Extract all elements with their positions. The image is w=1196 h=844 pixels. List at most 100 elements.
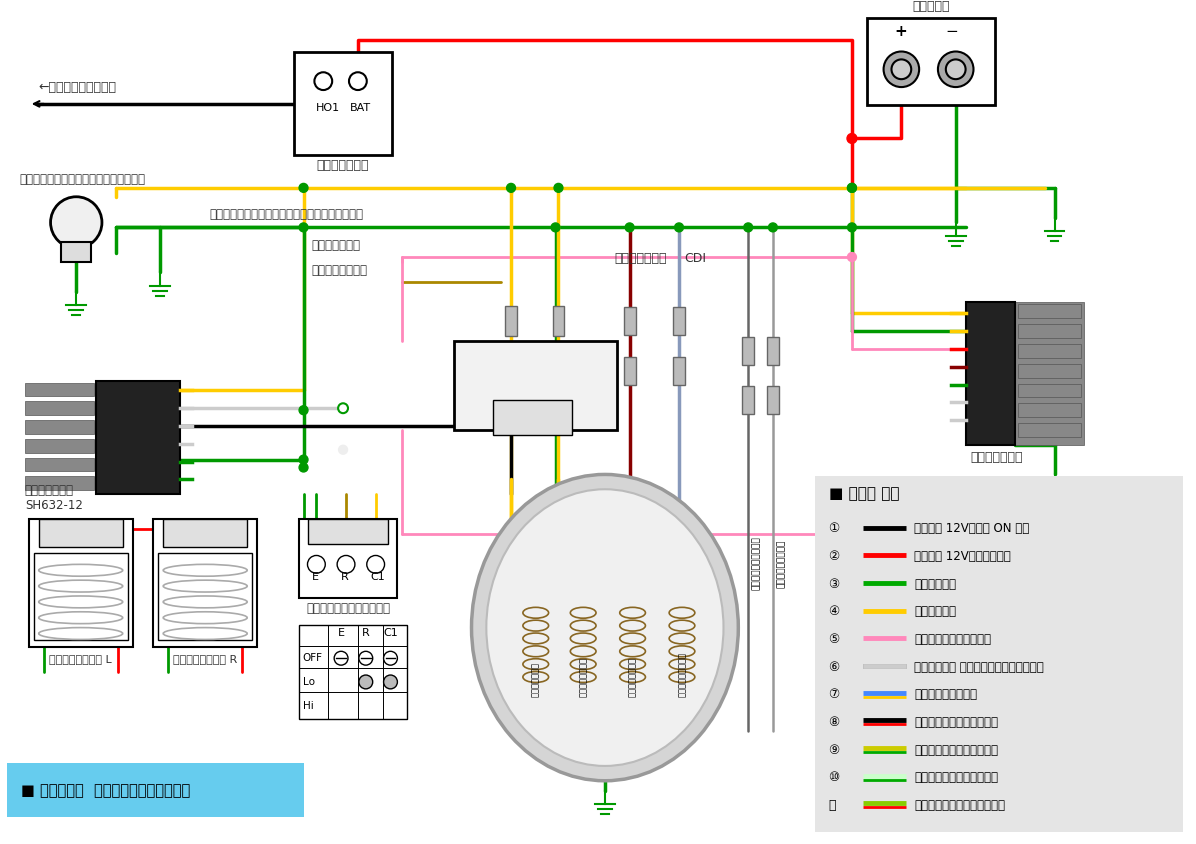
Bar: [505, 306, 517, 336]
Bar: [1018, 344, 1081, 358]
Circle shape: [744, 223, 752, 232]
Circle shape: [848, 183, 856, 192]
Text: E: E: [337, 629, 344, 639]
Text: 若葉／赤：ニュートラル検出: 若葉／赤：ニュートラル検出: [914, 799, 1005, 812]
Circle shape: [299, 183, 309, 192]
Bar: [25, 476, 94, 490]
Text: トップギアスイッチ: トップギアスイッチ: [777, 539, 786, 587]
Text: ■ 配線色 見本: ■ 配線色 見本: [829, 486, 899, 501]
Bar: [1018, 383, 1081, 398]
Bar: [623, 307, 635, 335]
Text: ⑤: ⑤: [829, 633, 840, 646]
Circle shape: [337, 555, 355, 573]
Text: Hi: Hi: [303, 701, 313, 711]
Bar: [673, 307, 685, 335]
Bar: [867, 18, 995, 105]
Text: ④: ④: [829, 605, 840, 619]
Text: OFF: OFF: [303, 653, 323, 663]
Text: バッテリー: バッテリー: [913, 0, 950, 13]
Text: 白／緑：グリップヒーター: 白／緑：グリップヒーター: [914, 771, 999, 784]
Text: ②: ②: [829, 550, 840, 563]
Bar: [7, 763, 304, 817]
Text: その他部分からのアース、及びフレームアース等: その他部分からのアース、及びフレームアース等: [209, 208, 364, 221]
Text: 黒：直流 12V（キー ON 時）: 黒：直流 12V（キー ON 時）: [914, 522, 1030, 535]
Text: ピックアップコイル: ピックアップコイル: [677, 652, 687, 697]
Bar: [673, 357, 685, 385]
Text: Lo: Lo: [303, 677, 315, 687]
Text: 黄：交流電源: 黄：交流電源: [914, 605, 957, 619]
Circle shape: [507, 183, 515, 192]
Text: ニュートラルスイッチ: ニュートラルスイッチ: [752, 537, 761, 590]
Text: 緑：アース線: 緑：アース線: [914, 577, 957, 591]
Circle shape: [551, 223, 560, 232]
Circle shape: [847, 133, 856, 143]
Bar: [965, 301, 1015, 445]
Circle shape: [946, 59, 965, 79]
Circle shape: [359, 652, 373, 665]
Text: −: −: [946, 24, 958, 39]
Text: レギュレーター: レギュレーター: [970, 451, 1023, 463]
Bar: [493, 400, 573, 435]
Text: C1: C1: [383, 629, 398, 639]
Text: HO1: HO1: [316, 103, 340, 113]
Text: グリップヒーター L: グリップヒーター L: [49, 654, 111, 664]
Circle shape: [307, 555, 325, 573]
Bar: [38, 519, 123, 547]
Circle shape: [848, 223, 856, 232]
Text: チャージコイル: チャージコイル: [531, 662, 541, 697]
Text: 白：交流電源 コイル、レギュレーター間: 白：交流電源 コイル、レギュレーター間: [914, 661, 1044, 674]
Bar: [453, 341, 617, 430]
Circle shape: [299, 463, 309, 472]
Bar: [25, 382, 94, 397]
Text: 桃：トップギアランプ用: 桃：トップギアランプ用: [914, 633, 991, 646]
Circle shape: [315, 73, 332, 90]
Circle shape: [299, 223, 309, 232]
Text: ⑪: ⑪: [829, 799, 836, 812]
Bar: [29, 519, 133, 647]
Bar: [1018, 403, 1081, 417]
Text: ■ プレスカブ  ノーマルの配線イメージ: ■ プレスカブ ノーマルの配線イメージ: [20, 783, 190, 798]
Text: トップギア信号: トップギア信号: [311, 239, 360, 252]
Circle shape: [367, 555, 385, 573]
Circle shape: [349, 73, 367, 90]
Text: ←ウインカーリレー等: ←ウインカーリレー等: [38, 81, 117, 94]
Text: C1: C1: [371, 572, 385, 582]
Bar: [96, 381, 181, 495]
Circle shape: [891, 59, 911, 79]
Bar: [1018, 423, 1081, 437]
Circle shape: [675, 223, 683, 232]
Circle shape: [338, 446, 348, 454]
Circle shape: [384, 652, 397, 665]
Circle shape: [299, 406, 309, 414]
Ellipse shape: [487, 490, 724, 766]
Circle shape: [884, 51, 920, 87]
Circle shape: [769, 223, 777, 232]
Text: グリップヒーター R: グリップヒーター R: [172, 654, 237, 664]
Text: ヘッドライト、テールランプ等の燈火類: ヘッドライト、テールランプ等の燈火類: [19, 173, 145, 186]
Bar: [299, 519, 397, 598]
Text: レギュレーター
SH632-12: レギュレーター SH632-12: [25, 484, 83, 512]
Text: 青／黄：パルス検出: 青／黄：パルス検出: [914, 689, 977, 701]
Bar: [623, 357, 635, 385]
Text: 黄／緑：グリップヒーター: 黄／緑：グリップヒーター: [914, 744, 999, 756]
Text: ⑥: ⑥: [829, 661, 840, 674]
Bar: [743, 387, 755, 414]
Bar: [61, 242, 91, 262]
Text: ③: ③: [829, 577, 840, 591]
Text: 黒／赤：プラグ点火指示線: 黒／赤：プラグ点火指示線: [914, 716, 999, 729]
Circle shape: [626, 223, 634, 232]
Bar: [309, 519, 388, 544]
Bar: [25, 457, 94, 472]
Bar: [25, 401, 94, 415]
Bar: [294, 51, 392, 155]
Circle shape: [384, 675, 397, 689]
Circle shape: [50, 197, 102, 248]
Circle shape: [848, 183, 856, 192]
Text: イグニッション: イグニッション: [615, 252, 667, 265]
Bar: [1015, 301, 1084, 445]
Text: ①: ①: [829, 522, 840, 535]
Bar: [1018, 364, 1081, 377]
Text: BAT: BAT: [350, 103, 371, 113]
Bar: [158, 554, 252, 641]
Text: グリップヒータースイッチ: グリップヒータースイッチ: [306, 602, 390, 614]
